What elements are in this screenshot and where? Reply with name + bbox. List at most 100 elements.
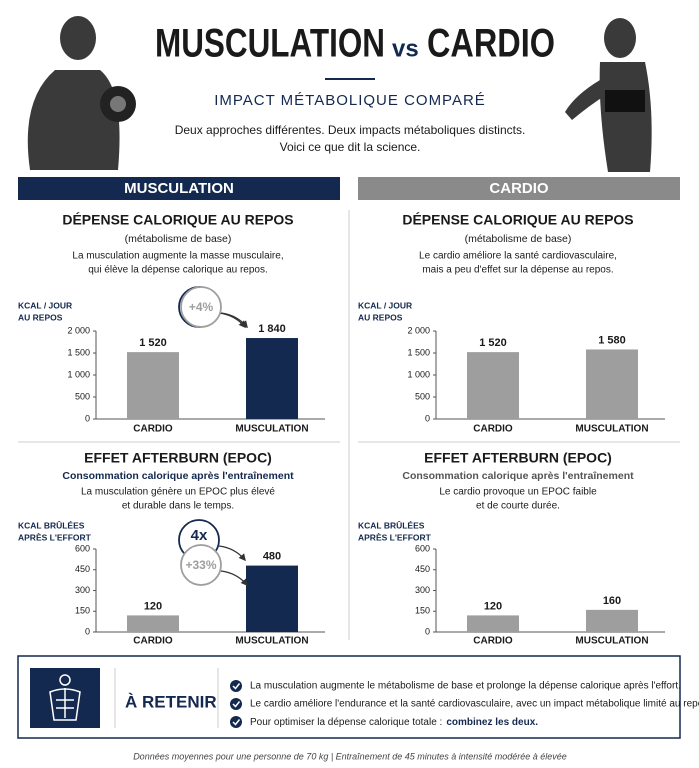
value-label: 160 (603, 595, 621, 607)
summary-point: La musculation augmente le métabolisme d… (250, 681, 681, 692)
summary-point: Le cardio améliore l'endurance et la san… (250, 699, 699, 710)
annotation-arrow (220, 312, 248, 329)
y-tick-label: 0 (425, 626, 430, 636)
chart-title: EFFET AFTERBURN (EPOC) (84, 450, 272, 466)
x-tick-label: CARDIO (473, 636, 513, 647)
chart-description: qui élève la dépense calorique au repos. (88, 265, 268, 276)
y-axis-label: KCAL / JOUR (358, 300, 412, 310)
y-axis-label: KCAL / JOUR (18, 300, 72, 310)
y-tick-label: 450 (75, 564, 90, 574)
y-tick-label: 450 (415, 564, 430, 574)
summary-title: À RETENIR (125, 692, 217, 711)
y-tick-label: 300 (415, 585, 430, 595)
check-icon (230, 680, 242, 692)
y-tick-label: 300 (75, 585, 90, 595)
chart-subtitle: (métabolisme de base) (465, 233, 572, 245)
chart-description: et durable dans le temps. (122, 501, 234, 512)
check-icon (230, 716, 242, 728)
y-tick-label: 150 (75, 606, 90, 616)
section-title: MUSCULATION (124, 180, 234, 197)
y-tick-label: 0 (425, 413, 430, 423)
y-axis-label: APRÈS L'EFFORT (358, 532, 432, 542)
chart-subtitle: Consommation calorique après l'entraînem… (62, 470, 294, 482)
annotation-text: 4x (191, 527, 208, 544)
y-tick-label: 600 (415, 543, 430, 553)
annotation-arrow (218, 545, 246, 562)
check-mark (232, 683, 241, 690)
annotation-badge (180, 544, 222, 586)
annotation-arrow (218, 312, 246, 329)
bar (467, 352, 519, 419)
annotation-text: +33% (185, 558, 216, 572)
bar (127, 615, 179, 632)
annotation-text: +4% (189, 300, 214, 314)
value-label: 120 (144, 600, 162, 612)
value-label: 1 520 (139, 337, 167, 349)
chart-description: La musculation génère un EPOC plus élevé (81, 487, 275, 498)
intro-line: Deux approches différentes. Deux impacts… (175, 123, 526, 137)
title-vs: vs (392, 35, 419, 62)
x-tick-label: CARDIO (473, 424, 513, 435)
bar (127, 352, 179, 419)
y-axis-label: KCAL BRÛLÉES (358, 519, 425, 530)
value-label: 120 (484, 600, 502, 612)
x-tick-label: MUSCULATION (575, 636, 648, 647)
chart-subtitle: (métabolisme de base) (125, 233, 232, 245)
value-label: 480 (263, 551, 281, 563)
y-axis-label: AU REPOS (18, 312, 63, 322)
section-bar (358, 177, 680, 200)
check-mark (232, 719, 241, 726)
y-tick-label: 0 (85, 626, 90, 636)
y-tick-label: 1 000 (407, 369, 430, 379)
summary-box (17, 655, 681, 739)
charts: DÉPENSE CALORIQUE AU REPOS (métabolisme d… (18, 212, 665, 647)
chart-subtitle: Consommation calorique après l'entraînem… (402, 470, 634, 482)
y-tick-label: 2 000 (407, 325, 430, 335)
bar (467, 615, 519, 632)
title-left: MUSCULATION (155, 22, 385, 66)
y-tick-label: 600 (75, 543, 90, 553)
y-tick-label: 500 (415, 391, 430, 401)
athlete-illustration-right (565, 18, 652, 172)
chart-description: Le cardio provoque un EPOC faible (439, 487, 597, 498)
bar (586, 349, 638, 419)
y-tick-label: 150 (415, 606, 430, 616)
title-right: CARDIO (427, 22, 555, 66)
y-tick-label: 500 (75, 391, 90, 401)
y-tick-label: 0 (85, 413, 90, 423)
section-bar (18, 177, 340, 200)
chart-title: DÉPENSE CALORIQUE AU REPOS (62, 212, 293, 228)
summary-point: Pour optimiser la dépense calorique tota… (250, 717, 538, 728)
chart-description: La musculation augmente la masse muscula… (72, 251, 283, 262)
x-tick-label: MUSCULATION (235, 636, 308, 647)
intro-line: Voici ce que dit la science. (280, 140, 421, 154)
chart-description: et de courte durée. (476, 501, 560, 512)
section-title: CARDIO (489, 180, 548, 197)
x-tick-label: CARDIO (133, 424, 173, 435)
bar (586, 609, 638, 632)
chart-title: DÉPENSE CALORIQUE AU REPOS (402, 212, 633, 228)
summary-icon-figure (49, 674, 81, 721)
subtitle: IMPACT MÉTABOLIQUE COMPARÉ (214, 92, 486, 109)
y-tick-label: 1 500 (407, 347, 430, 357)
athlete-illustration-left (27, 16, 136, 170)
summary-point-text: Pour optimiser la dépense calorique tota… (250, 717, 442, 728)
value-label: 1 580 (598, 334, 626, 346)
chart-description: Le cardio améliore la santé cardiovascul… (419, 251, 617, 262)
check-mark (232, 701, 241, 708)
value-label: 1 840 (258, 323, 286, 335)
x-tick-label: MUSCULATION (235, 424, 308, 435)
bar (246, 338, 298, 419)
annotation-badge (180, 286, 222, 328)
summary-point-emphasis: combinez les deux. (446, 717, 538, 728)
annotation-arrow (220, 570, 248, 587)
summary-points: La musculation augmente le métabolisme d… (230, 680, 699, 728)
bar (246, 565, 298, 632)
y-tick-label: 1 500 (67, 347, 90, 357)
x-tick-label: CARDIO (133, 636, 173, 647)
value-label: 1 520 (479, 337, 507, 349)
y-axis-label: KCAL BRÛLÉES (18, 519, 85, 530)
footer-note: Données moyennes pour une personne de 70… (133, 751, 567, 761)
y-tick-label: 1 000 (67, 369, 90, 379)
